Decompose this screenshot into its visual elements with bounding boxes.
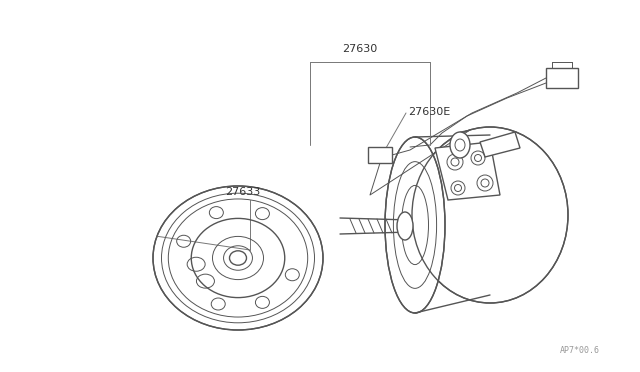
Ellipse shape <box>397 212 413 240</box>
Polygon shape <box>368 147 392 163</box>
Polygon shape <box>546 68 578 88</box>
Ellipse shape <box>412 127 568 303</box>
Ellipse shape <box>385 137 445 313</box>
Text: 27633: 27633 <box>225 187 260 197</box>
Text: 27630: 27630 <box>342 44 378 54</box>
Polygon shape <box>480 132 520 157</box>
Text: 27630E: 27630E <box>408 107 451 117</box>
Text: AP7*00.6: AP7*00.6 <box>560 346 600 355</box>
Polygon shape <box>435 142 500 200</box>
Ellipse shape <box>450 132 470 158</box>
Ellipse shape <box>153 186 323 330</box>
